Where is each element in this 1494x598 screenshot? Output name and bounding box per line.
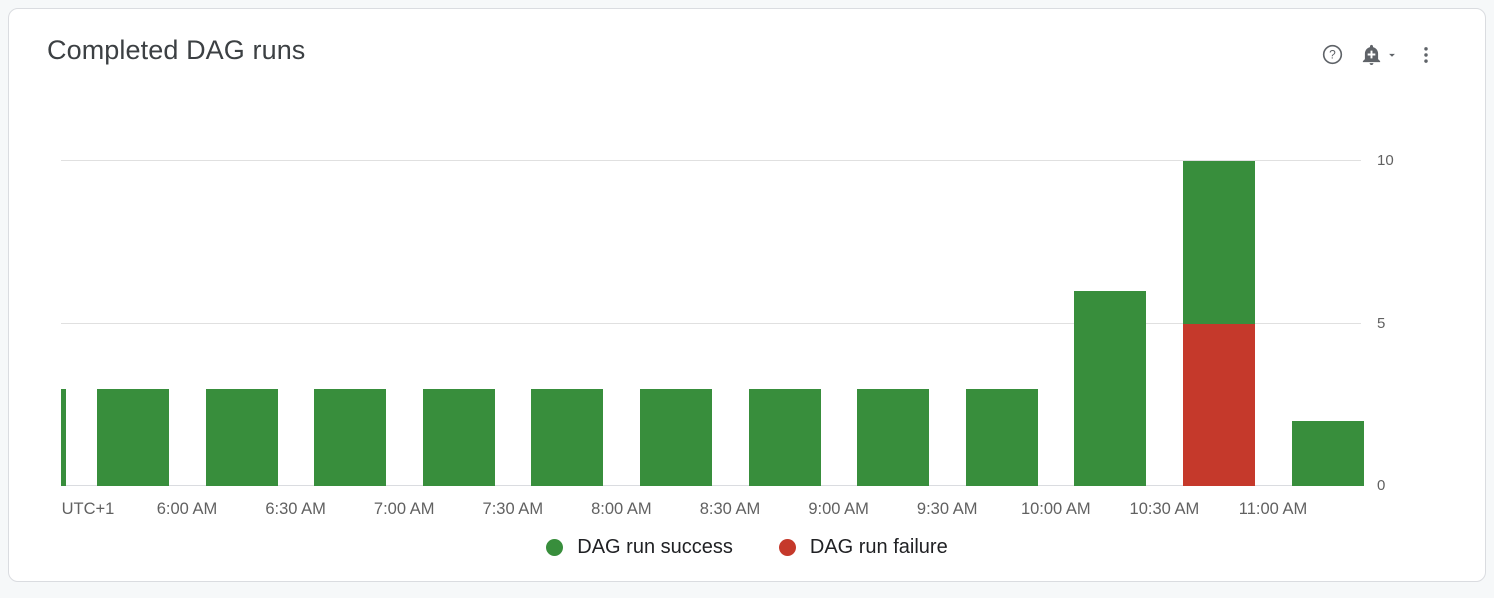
bar-segment-success[interactable] (422, 388, 495, 486)
legend-failure-label: DAG run failure (809, 536, 948, 558)
card-toolbar: ? (1319, 35, 1439, 71)
x-tick-label: 10:00 AM (1020, 500, 1091, 518)
bar-segment-success[interactable] (97, 388, 169, 486)
help-button[interactable]: ? (1319, 41, 1346, 71)
add-alert-icon (1360, 43, 1383, 69)
bar-segment-success[interactable] (857, 388, 930, 486)
y-tick-label: 5 (1377, 314, 1386, 332)
bar-segment-success[interactable] (531, 388, 604, 486)
plot-area (61, 160, 1364, 486)
add-alert-button[interactable] (1358, 41, 1401, 71)
y-axis-labels: 0 5 10 (1377, 152, 1419, 494)
chart-legend: DAG run success DAG run failure (9, 536, 1485, 559)
more-options-button[interactable] (1413, 42, 1439, 71)
chevron-down-icon (1385, 48, 1399, 65)
bar-segment-success[interactable] (748, 388, 821, 486)
x-tick-label: 11:00 AM (1238, 500, 1308, 518)
x-tick-label: 7:30 AM (482, 500, 544, 518)
x-tick-label: 7:00 AM (373, 500, 435, 518)
completed-dag-runs-card: Completed DAG runs ? (8, 8, 1486, 582)
page-title: Completed DAG runs (47, 35, 306, 65)
x-tick-label: 6:30 AM (265, 500, 326, 518)
more-vert-icon (1415, 44, 1437, 69)
x-tick-label: 8:00 AM (591, 500, 652, 518)
x-tick-label: 8:30 AM (699, 500, 761, 518)
bar-segment-success[interactable] (1183, 161, 1255, 324)
bar-segment-success[interactable] (205, 388, 278, 486)
bar-segment-success[interactable] (314, 388, 387, 486)
bar-segment-success[interactable] (640, 388, 712, 486)
svg-text:?: ? (1329, 48, 1336, 62)
y-tick-label: 0 (1377, 477, 1386, 494)
legend-success-dot (546, 539, 564, 556)
y-tick-label: 10 (1377, 152, 1394, 169)
bar-segment-success[interactable] (965, 388, 1038, 486)
x-tick-label: 9:30 AM (916, 500, 978, 518)
x-axis-labels: UTC+1 6:00 AM 6:30 AM 7:00 AM 7:30 AM 8:00 AM… (61, 500, 1371, 522)
bar-segment-success[interactable] (1074, 291, 1147, 486)
bar-segment-success[interactable] (1291, 421, 1364, 486)
help-icon: ? (1321, 43, 1344, 69)
x-tick-label: 6:00 AM (156, 500, 218, 518)
legend-failure-dot (778, 539, 796, 556)
gridline (61, 160, 1361, 161)
legend-success-label: DAG run success (577, 536, 733, 558)
x-tick-label: UTC+1 (61, 500, 115, 518)
card-header: Completed DAG runs ? (9, 9, 1485, 71)
x-tick-label: 9:00 AM (808, 500, 869, 518)
bar-segment-failure[interactable] (1183, 323, 1255, 486)
x-tick-label: 10:30 AM (1129, 500, 1200, 518)
bar-segment-success[interactable] (61, 388, 66, 486)
gridline (61, 322, 1361, 324)
